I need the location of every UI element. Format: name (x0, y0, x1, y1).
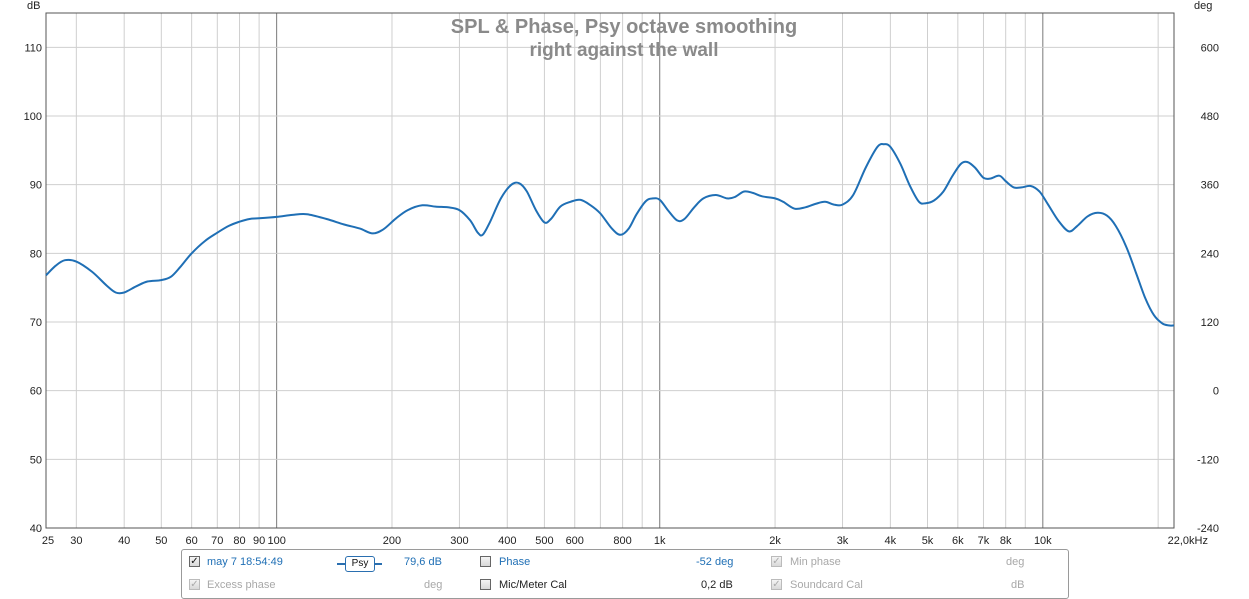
min-phase-unit: deg (1006, 556, 1025, 568)
axis-labels: dB deg405060708090100110-240-120012024036… (24, 0, 1219, 547)
x-tick-label: 1k (654, 535, 666, 547)
y2-tick-label: 120 (1201, 317, 1219, 329)
measurement-checkbox[interactable]: ✓ (189, 556, 200, 567)
x-tick-label: 30 (70, 535, 82, 547)
x-tick-label: 10k (1034, 535, 1052, 547)
x-tick-label: 600 (566, 535, 584, 547)
min-phase-label: Min phase (790, 556, 841, 568)
measurement-label: may 7 18:54:49 (207, 556, 283, 568)
x-tick-label: 50 (155, 535, 167, 547)
x-tick-label: 80 (233, 535, 245, 547)
series-line-swatch-right (374, 563, 382, 565)
x-tick-label: 2k (769, 535, 781, 547)
y2-tick-label: 360 (1201, 180, 1219, 192)
x-tick-label: 3k (837, 535, 849, 547)
soundcard-cal-checkbox[interactable]: ✓ (771, 579, 782, 590)
min-phase-checkbox[interactable]: ✓ (771, 556, 782, 567)
excess-phase-unit: deg (424, 579, 443, 591)
phase-label: Phase (499, 556, 531, 568)
y-tick-label: 60 (30, 386, 42, 398)
x-tick-label: 25 (42, 535, 54, 547)
y-tick-label: 50 (30, 454, 42, 466)
spl-value: 79,6 dB (404, 556, 442, 568)
excess-phase-label: Excess phase (207, 579, 276, 591)
y-axis-unit: dB (27, 0, 40, 12)
x-tick-label: 500 (535, 535, 553, 547)
soundcard-cal-unit: dB (1011, 579, 1025, 591)
x-tick-label: 400 (498, 535, 516, 547)
excess-phase-checkbox[interactable]: ✓ (189, 579, 200, 590)
x-tick-label: 22,0kHz (1168, 535, 1208, 547)
y2-tick-label: 240 (1201, 248, 1219, 260)
plot-frame (45, 12, 1175, 529)
y2-tick-label: 480 (1201, 111, 1219, 123)
x-tick-label: 6k (952, 535, 964, 547)
spl-phase-chart[interactable]: dB deg405060708090100110-240-120012024036… (0, 0, 1249, 547)
smoothing-button[interactable]: Psy (345, 556, 375, 572)
mic-cal-label: Mic/Meter Cal (499, 579, 567, 591)
y-tick-label: 110 (24, 42, 42, 54)
soundcard-cal-label: Soundcard Cal (790, 579, 863, 591)
x-tick-label: 7k (978, 535, 990, 547)
phase-value: -52 deg (696, 556, 734, 568)
x-tick-label: 4k (885, 535, 897, 547)
x-tick-label: 60 (186, 535, 198, 547)
x-tick-label: 100 (267, 535, 285, 547)
series-layer (45, 143, 1175, 327)
phase-checkbox[interactable] (480, 556, 491, 567)
y-tick-label: 40 (30, 523, 42, 535)
y-tick-label: 100 (24, 111, 42, 123)
y2-axis-unit: deg (1194, 0, 1212, 12)
x-tick-label: 200 (383, 535, 401, 547)
x-tick-label: 90 (253, 535, 265, 547)
x-tick-label: 70 (211, 535, 223, 547)
y2-tick-label: 600 (1201, 42, 1219, 54)
x-tick-label: 8k (1000, 535, 1012, 547)
x-tick-label: 300 (450, 535, 468, 547)
chart-subtitle: right against the wall (530, 40, 719, 61)
y-tick-label: 70 (30, 317, 42, 329)
x-tick-label: 800 (613, 535, 631, 547)
mic-cal-checkbox[interactable] (480, 579, 491, 590)
y2-tick-label: -120 (1197, 454, 1219, 466)
y-tick-label: 90 (30, 180, 42, 192)
mic-cal-value: 0,2 dB (701, 579, 733, 591)
series-line-swatch-left (337, 563, 345, 565)
y2-tick-label: -240 (1197, 523, 1219, 535)
spl-series-line (45, 143, 1175, 327)
x-tick-label: 5k (922, 535, 934, 547)
chart-title: SPL & Phase, Psy octave smoothing (451, 16, 797, 38)
y-tick-label: 80 (30, 248, 42, 260)
y2-tick-label: 0 (1213, 386, 1219, 398)
legend-panel: ✓ may 7 18:54:49 Psy 79,6 dB Phase -52 d… (181, 549, 1069, 599)
chart-background (0, 0, 1249, 547)
x-tick-label: 40 (118, 535, 130, 547)
